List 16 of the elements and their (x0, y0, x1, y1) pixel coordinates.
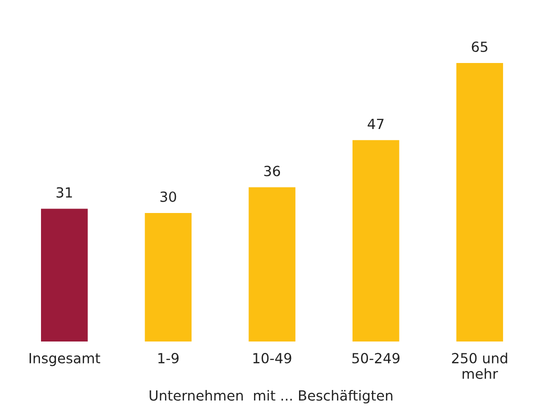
x-axis-title: Unternehmen mit ... Beschäftigten (150, 390, 392, 404)
bar (144, 213, 192, 342)
bar (41, 208, 88, 342)
bar (352, 140, 400, 342)
x-tick-label: 10-49 (253, 352, 292, 364)
data-label: 31 (56, 187, 72, 198)
data-label: 47 (368, 118, 384, 129)
x-tick-label: Insgesamt (30, 353, 100, 366)
bar (248, 187, 296, 342)
data-label: 36 (264, 166, 280, 176)
bar (456, 63, 504, 342)
data-label: 30 (160, 191, 176, 202)
data-label: 65 (472, 42, 488, 52)
x-tick-label: 1-9 (158, 352, 179, 364)
x-tick-label: 50-249 (352, 352, 400, 364)
x-tick-label: 250 und mehr (452, 352, 508, 379)
